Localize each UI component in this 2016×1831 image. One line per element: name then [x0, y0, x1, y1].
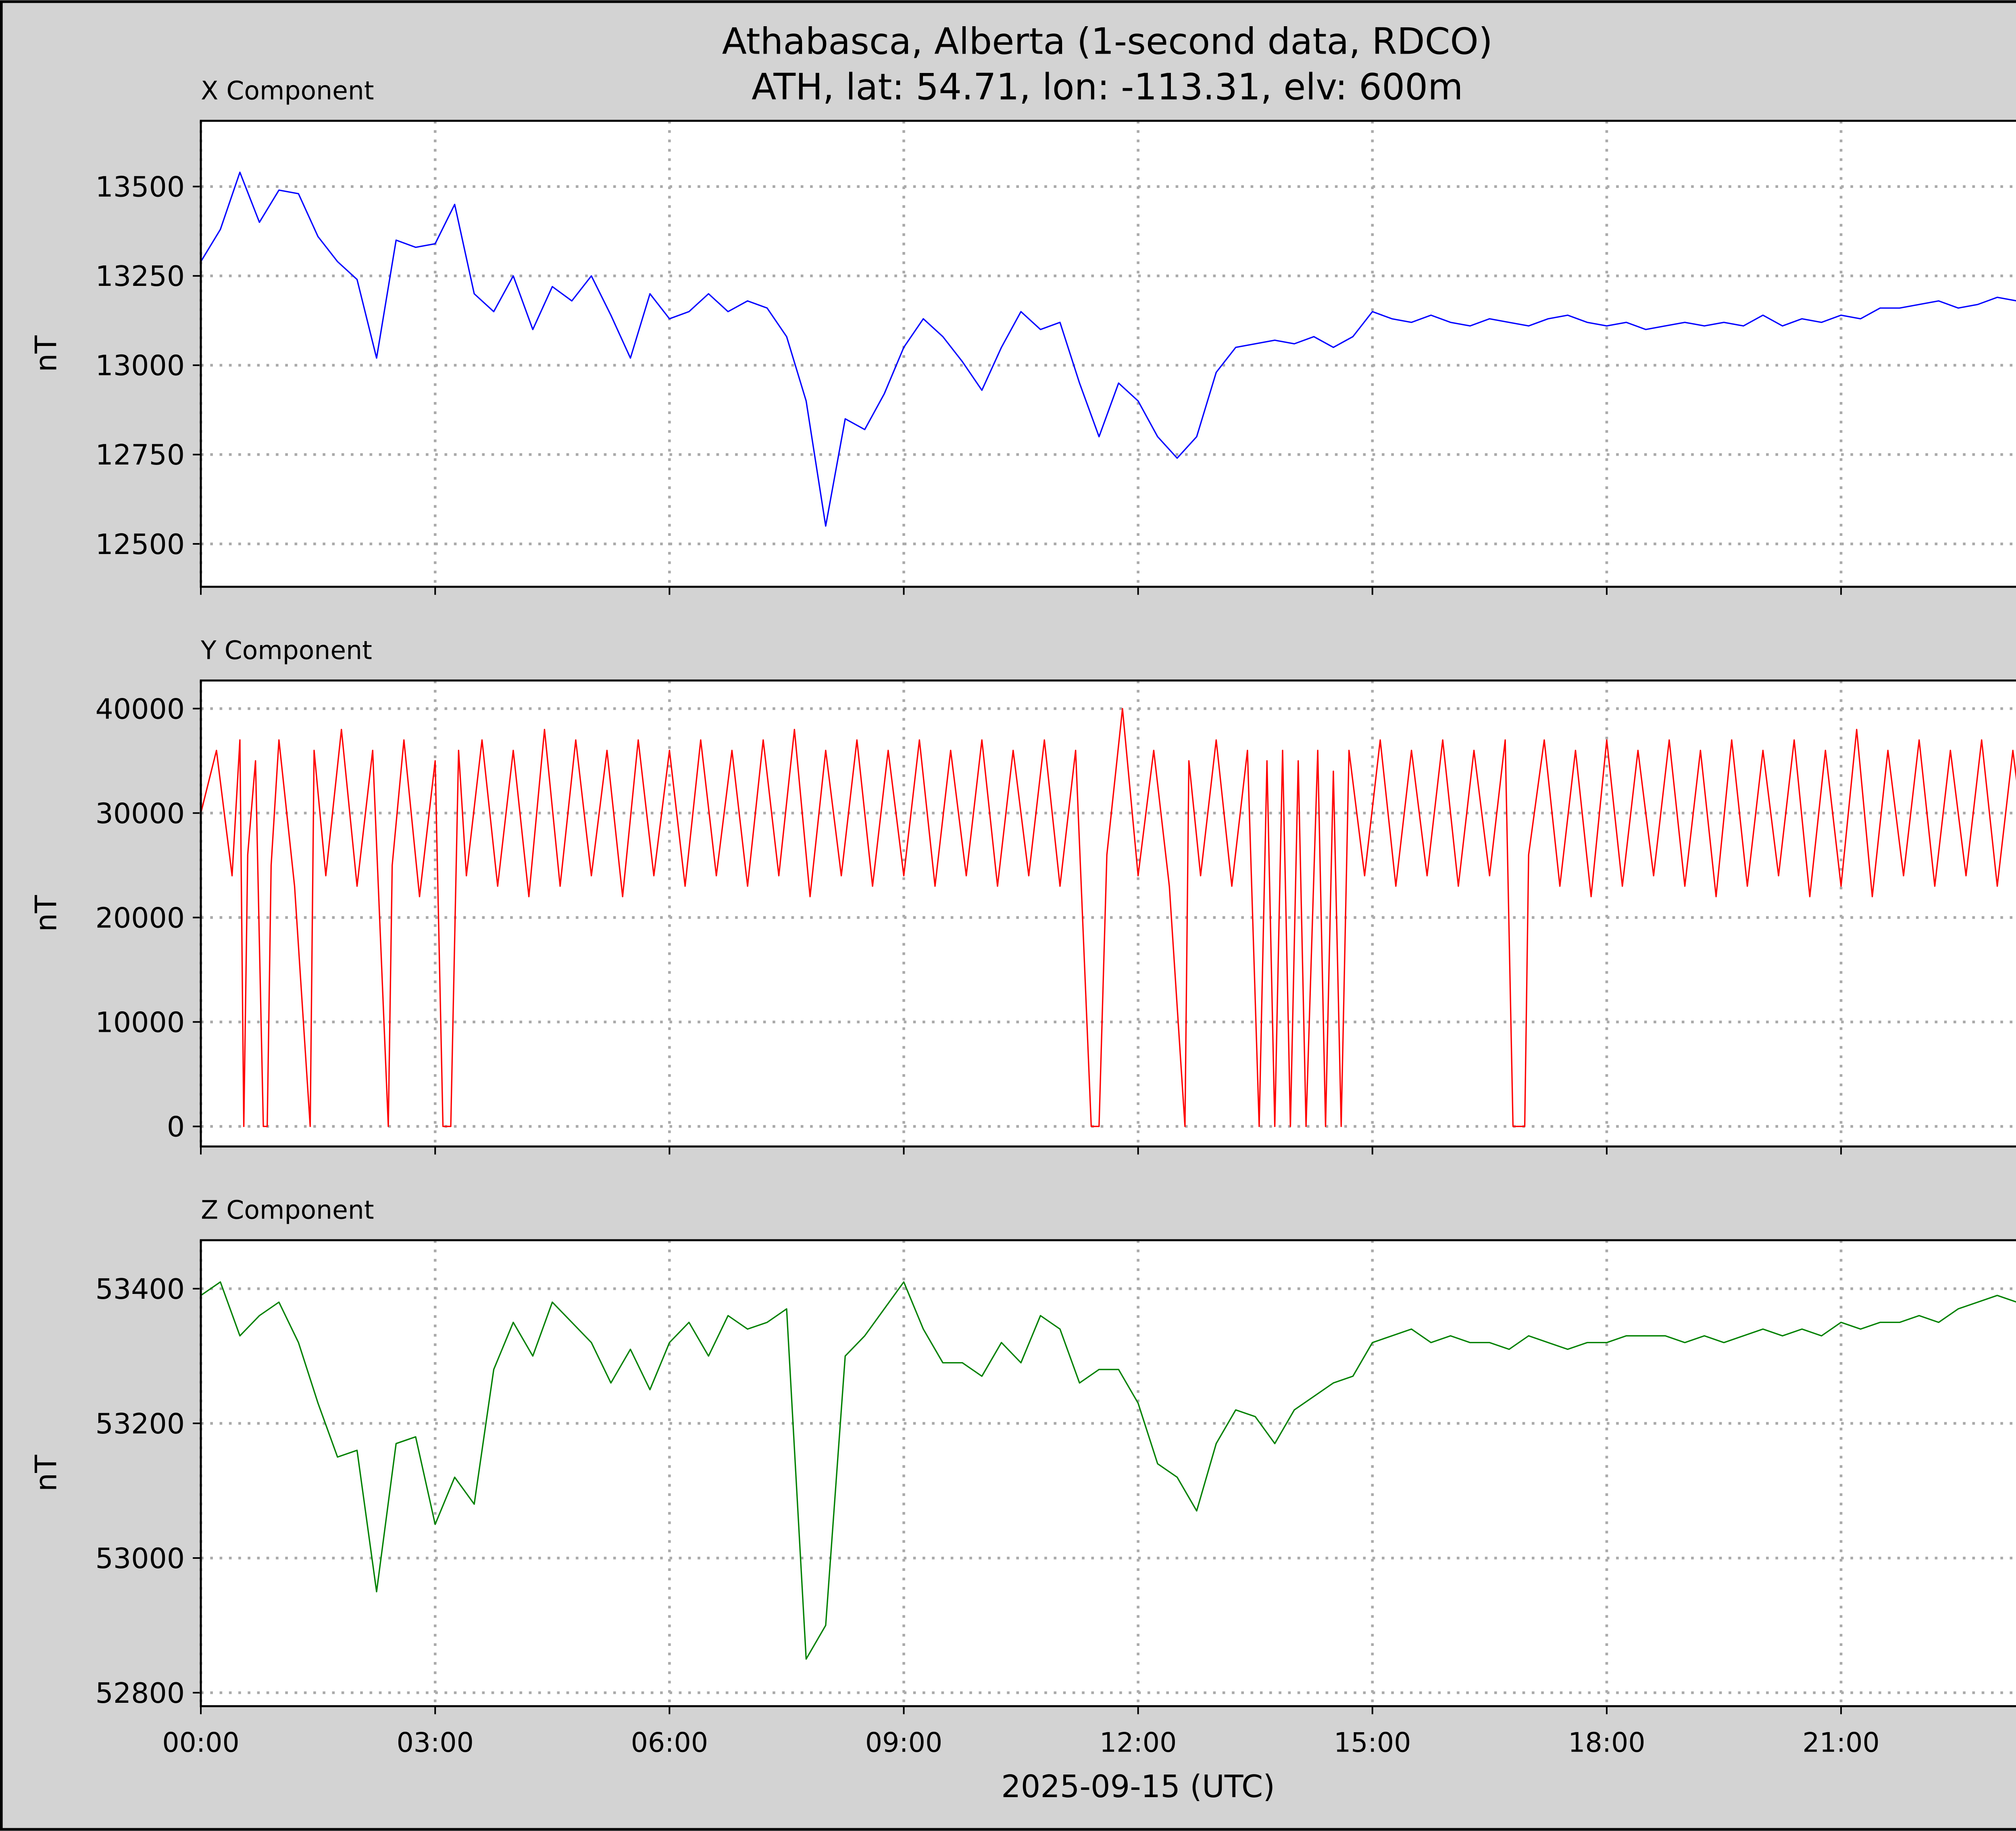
y-axis-label: nT: [29, 335, 63, 372]
y-tick-label: 20000: [95, 902, 185, 934]
y-tick-label: 0: [167, 1111, 185, 1144]
y-tick-label: 30000: [95, 797, 185, 830]
x-tick-label: 03:00: [397, 1727, 474, 1758]
y-tick-label: 40000: [95, 693, 185, 725]
y-tick-label: 53000: [95, 1542, 185, 1575]
panel-title: Y Component: [200, 635, 372, 665]
data-line: [200, 1281, 2016, 1660]
x-tick-label: 18:00: [1568, 1727, 1645, 1758]
y-axis-label: nT: [29, 1455, 63, 1491]
plot-frame: [200, 679, 2016, 1148]
data-line: [200, 171, 2016, 527]
plot-area: [201, 1240, 2016, 1706]
x-tick-label: 15:00: [1334, 1727, 1411, 1758]
y-axis-label: nT: [29, 895, 63, 932]
panel-title: X Component: [201, 75, 374, 105]
y-tick-label: 13000: [95, 350, 185, 382]
x-tick-label: 06:00: [631, 1727, 708, 1758]
y-tick-label: 12500: [95, 528, 185, 561]
y-tick-label: 52800: [95, 1677, 185, 1710]
y-tick-label: 12750: [95, 439, 185, 471]
y-tick-label: 53400: [95, 1273, 185, 1306]
data-line: [200, 708, 2016, 1127]
figure-subtitle: ATH, lat: 54.71, lon: -113.31, elv: 600m: [752, 66, 1463, 108]
plot-area: [201, 680, 2016, 1147]
x-axis-label: 2025-09-15 (UTC): [1001, 1769, 1275, 1805]
x-tick-label: 09:00: [865, 1727, 942, 1758]
y-tick-label: 13500: [95, 171, 185, 204]
panel-title: Z Component: [201, 1195, 374, 1225]
x-tick-label: 12:00: [1100, 1727, 1177, 1758]
plot-area: [201, 121, 2016, 587]
x-tick-label: 00:00: [162, 1727, 239, 1758]
plot-frame: [200, 120, 2016, 588]
x-tick-label: 21:00: [1802, 1727, 1879, 1758]
y-tick-label: 53200: [95, 1408, 185, 1440]
y-tick-label: 10000: [95, 1006, 185, 1039]
y-tick-label: 13250: [95, 260, 185, 293]
figure-title: Athabasca, Alberta (1-second data, RDCO): [722, 21, 1493, 63]
plot-frame: [200, 1239, 2016, 1707]
